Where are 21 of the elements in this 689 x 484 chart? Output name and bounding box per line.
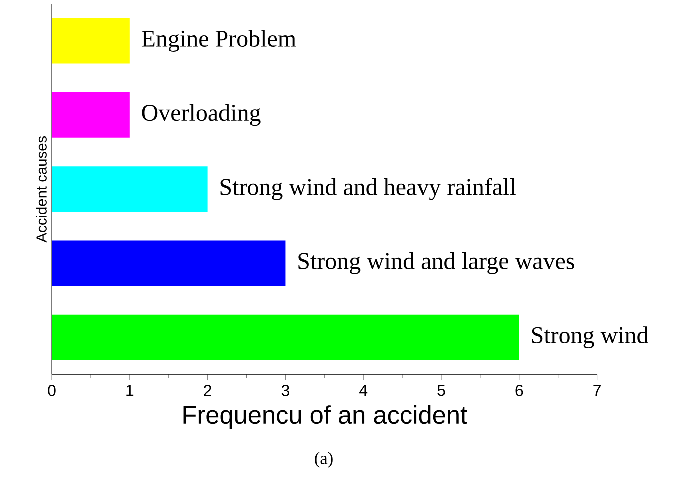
- text: (a): [315, 452, 333, 468]
- x-tick-label: 4: [360, 385, 368, 396]
- x-tick-label: 2: [204, 385, 212, 396]
- x-tick-label: 3: [282, 385, 290, 396]
- x-axis-title: Frequencu of an accident: [184, 406, 468, 430]
- bar: [52, 18, 130, 64]
- y-tick-label: Strong wind and heavy rainfall: [220, 178, 516, 200]
- x-tick-label: 6: [516, 385, 524, 396]
- x-tick-label: 7: [594, 385, 601, 396]
- y-tick-label: Strong wind: [532, 326, 648, 349]
- bar: [52, 92, 130, 138]
- x-tick-label: 1: [126, 385, 134, 396]
- bar: [52, 166, 208, 212]
- x-tick-label: 5: [438, 385, 446, 396]
- y-axis-title: Accident causes: [36, 136, 47, 243]
- y-tick-label: Overloading: [142, 104, 261, 126]
- bar: [52, 314, 520, 360]
- y-tick-label: Engine Problem: [142, 30, 296, 52]
- y-tick-label: Strong wind and large waves: [298, 252, 574, 274]
- bar: [52, 240, 286, 286]
- x-tick-label: 0: [48, 385, 56, 396]
